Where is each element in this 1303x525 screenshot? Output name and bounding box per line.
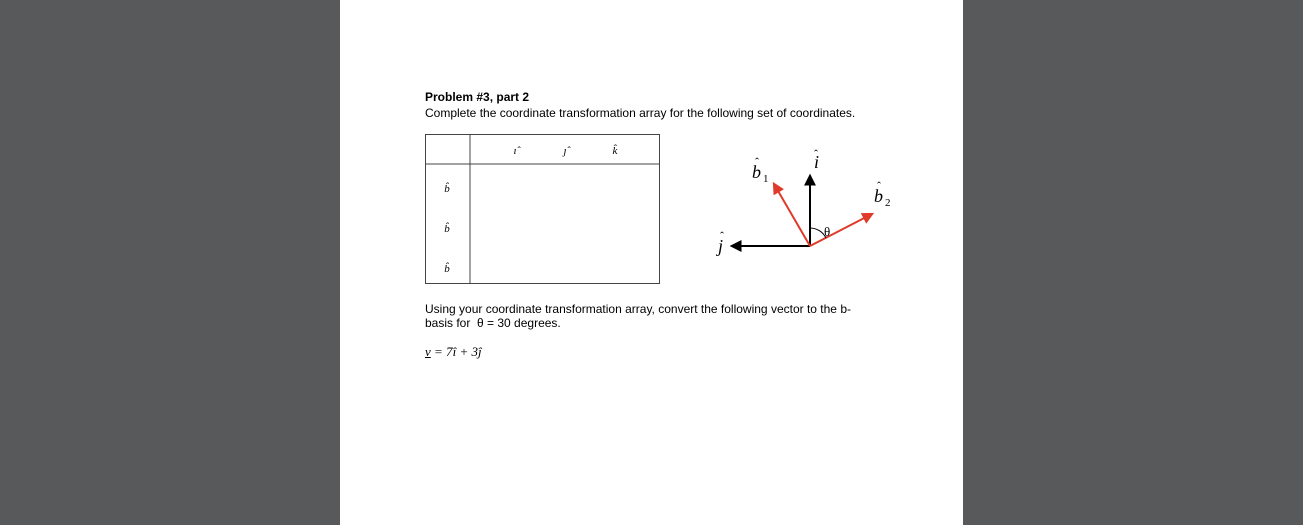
svg-text:ı̂: ı̂ (513, 145, 521, 157)
svg-text:k̂: k̂ (613, 144, 619, 157)
followup-text: Using your coordinate transformation arr… (425, 302, 895, 330)
hat-b1: ˆ (755, 155, 759, 169)
problem-title: Problem #3, part 2 (425, 90, 895, 104)
diagram-svg: i ˆ j ˆ b ˆ 1 b ˆ 2 θ (680, 134, 890, 274)
svg-text:ȷ̂: ȷ̂ (561, 145, 571, 157)
vector-b1 (774, 184, 810, 246)
problem-prompt: Complete the coordinate transformation a… (425, 106, 895, 120)
vector-equation: v = 7î + 3ĵ (425, 344, 895, 360)
sub-b1: 1 (763, 173, 769, 185)
equation-rhs: = 7î + 3ĵ (434, 344, 482, 359)
hat-b2: ˆ (877, 179, 881, 193)
transformation-table: ı̂ ȷ̂ k̂ b̂ b̂ b̂ (425, 134, 660, 284)
document-page: Problem #3, part 2 Complete the coordina… (340, 0, 963, 525)
equation-lhs: v (425, 344, 431, 359)
sub-b2: 2 (885, 197, 890, 209)
followup-line1: Using your coordinate transformation arr… (425, 302, 851, 316)
followup-line2: basis for θ = 30 degrees. (425, 316, 561, 330)
figure-row: ı̂ ȷ̂ k̂ b̂ b̂ b̂ (425, 134, 895, 284)
problem-block: Problem #3, part 2 Complete the coordina… (425, 90, 895, 373)
basis-vector-diagram: i ˆ j ˆ b ˆ 1 b ˆ 2 θ (680, 134, 890, 279)
svg-text:b̂: b̂ (444, 222, 450, 235)
table-svg: ı̂ ȷ̂ k̂ b̂ b̂ b̂ (425, 134, 660, 284)
angle-label: θ (824, 224, 830, 239)
hat-i: ˆ (814, 147, 818, 161)
svg-text:b̂: b̂ (444, 262, 450, 275)
hat-j: ˆ (720, 229, 724, 243)
svg-text:b̂: b̂ (444, 182, 450, 195)
